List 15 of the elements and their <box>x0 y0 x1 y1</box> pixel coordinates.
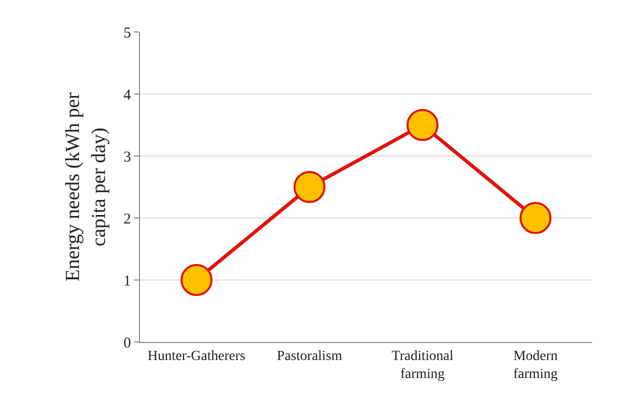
y-tick-label: 2 <box>124 211 131 228</box>
point <box>406 109 438 141</box>
y-tick-label: 3 <box>124 149 131 166</box>
point <box>294 171 326 203</box>
y-tick-label: 5 <box>124 25 131 42</box>
point <box>520 202 552 234</box>
y-tick-label: 0 <box>124 335 131 352</box>
x-tick-label: Traditional farming <box>392 348 454 382</box>
y-axis-title: Energy needs (kWh per capita per day) <box>62 92 110 282</box>
point <box>180 264 212 296</box>
x-tick-label: Pastoralism <box>276 348 342 364</box>
x-tick-label: Modern farming <box>513 348 558 382</box>
x-tick-label: Hunter-Gatherers <box>148 348 246 364</box>
y-tick-label: 1 <box>124 273 131 290</box>
y-tick-label: 4 <box>124 87 132 104</box>
